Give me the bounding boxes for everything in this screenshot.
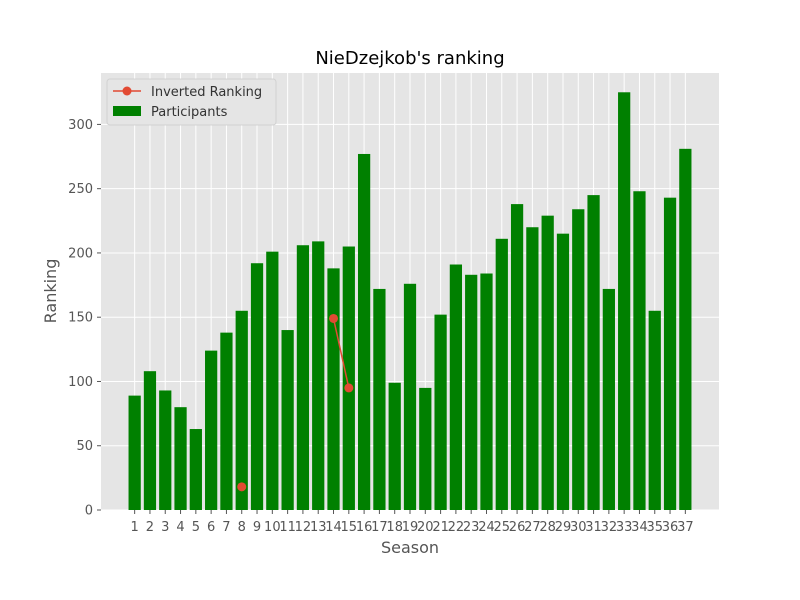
bar-participants	[572, 209, 585, 510]
bar-participants	[128, 395, 141, 510]
bar-participants	[327, 268, 340, 510]
bar-participants	[648, 310, 661, 510]
bar-participants	[679, 148, 692, 511]
x-tick-label: 28	[539, 520, 556, 535]
x-tick-label: 24	[478, 520, 495, 535]
bar-participants	[419, 387, 432, 510]
x-tick-label: 23	[463, 520, 480, 535]
bar-participants	[174, 407, 187, 510]
bar-participants	[434, 314, 447, 510]
x-tick-label: 29	[555, 520, 572, 535]
bar-participants	[205, 350, 218, 510]
x-tick-label: 1	[131, 520, 139, 535]
chart-title: NieDzejkob's ranking	[315, 48, 504, 69]
bar-participants	[235, 310, 248, 510]
bar-participants	[663, 197, 677, 510]
bar-participants	[465, 274, 478, 510]
bar-participants	[342, 246, 355, 510]
bar-participants	[618, 92, 631, 510]
x-tick-label: 16	[356, 520, 373, 535]
x-tick-label: 3	[161, 520, 169, 535]
x-tick-label: 18	[386, 520, 403, 535]
bar-participants	[296, 245, 310, 510]
x-tick-label: 7	[222, 520, 230, 535]
y-tick-label: 300	[68, 118, 93, 133]
bar-participants	[403, 283, 417, 510]
x-tick-label: 33	[616, 520, 633, 535]
x-tick-label: 19	[402, 520, 419, 535]
legend-frame	[106, 78, 277, 126]
x-tick-label: 8	[238, 520, 246, 535]
x-tick-label: 15	[341, 520, 358, 535]
x-tick-label: 4	[176, 520, 184, 535]
legend-bar-swatch	[113, 106, 141, 116]
x-tick-label: 11	[279, 520, 296, 535]
x-tick-label: 35	[646, 520, 663, 535]
bar-participants	[266, 251, 279, 510]
point-inverted-ranking	[344, 383, 354, 393]
bar-participants	[449, 264, 463, 510]
x-tick-label: 10	[264, 520, 281, 535]
bar-participants	[495, 238, 508, 510]
bar-participants	[602, 288, 615, 510]
y-tick-label: 250	[68, 182, 93, 197]
x-tick-label: 31	[585, 520, 602, 535]
y-tick-label: 50	[76, 439, 93, 454]
x-tick-label: 22	[448, 520, 465, 535]
x-tick-label: 34	[631, 520, 648, 535]
bar-participants	[312, 241, 325, 510]
x-tick-label: 36	[662, 520, 679, 535]
x-tick-label: 13	[310, 520, 327, 535]
bar-participants	[357, 153, 371, 511]
x-tick-label: 5	[192, 520, 200, 535]
bar-participants	[480, 273, 493, 510]
line-inverted-ranking	[332, 318, 350, 389]
point-inverted-ranking	[237, 482, 247, 492]
x-tick-label: 9	[253, 520, 261, 535]
legend-label-participants: Participants	[151, 105, 228, 120]
x-tick-label: 20	[417, 520, 434, 535]
x-tick-label: 25	[494, 520, 511, 535]
x-tick-label: 30	[570, 520, 587, 535]
x-tick-label: 12	[295, 520, 312, 535]
x-tick-label: 37	[677, 520, 694, 535]
x-tick-label: 17	[371, 520, 388, 535]
bar-participants	[189, 429, 202, 510]
legend: Inverted Ranking Participants	[106, 78, 277, 126]
bar-participants	[541, 215, 554, 510]
y-tick-label: 150	[68, 311, 93, 326]
y-axis-label: Ranking	[41, 259, 60, 324]
x-tick-label: 6	[207, 520, 215, 535]
legend-label-inverted-ranking: Inverted Ranking	[151, 85, 262, 100]
x-axis-label: Season	[381, 538, 439, 557]
bar-participants	[556, 233, 570, 511]
x-tick-label: 21	[432, 520, 449, 535]
bar-participants	[633, 191, 646, 510]
bar-participants	[510, 204, 524, 510]
bar-participants	[220, 332, 233, 510]
x-tick-label: 27	[524, 520, 541, 535]
legend-marker-swatch	[122, 86, 132, 96]
point-inverted-ranking	[329, 313, 339, 323]
bar-participants	[281, 330, 294, 510]
bar-participants	[526, 227, 539, 510]
bar-participants	[250, 263, 264, 510]
bar-participants	[388, 382, 401, 510]
bar-participants	[159, 390, 172, 510]
x-tick-label: 14	[325, 520, 342, 535]
x-tick-label: 32	[601, 520, 618, 535]
y-tick-label: 200	[68, 246, 93, 261]
x-tick-label: 26	[509, 520, 526, 535]
bar-participants	[587, 195, 600, 510]
bar-participants	[143, 371, 157, 510]
bar-participants	[373, 288, 386, 510]
x-tick-label: 2	[146, 520, 154, 535]
y-tick-label: 0	[85, 504, 93, 519]
y-tick-label: 100	[68, 375, 93, 390]
